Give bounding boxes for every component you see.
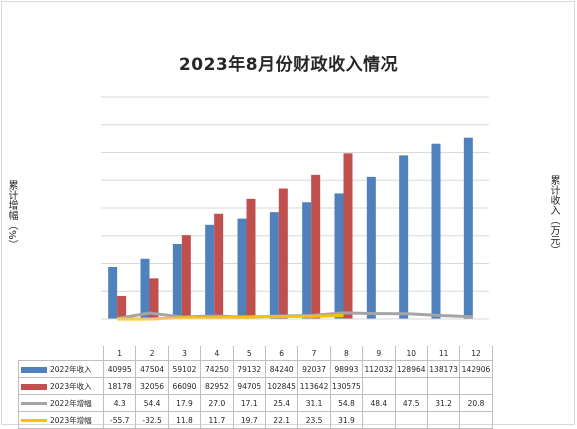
data-cell: 22.1 (264, 411, 299, 429)
data-cell (426, 377, 461, 395)
data-cell: -55.7 (102, 411, 137, 429)
bar-2023年收入-4 (214, 213, 224, 319)
y-axis-label-right: 累计收入（万元） (548, 175, 559, 255)
category-label: 8 (329, 346, 364, 361)
data-cell: 112032 (362, 360, 396, 378)
data-cell: 130575 (329, 377, 364, 395)
data-cell: 54.8 (329, 394, 364, 412)
data-cell: 23.5 (297, 411, 331, 429)
y-axis-label-left: 累计增幅（%） (6, 180, 17, 250)
data-cell: 31.2 (426, 394, 461, 412)
data-cell: 102845 (264, 377, 299, 395)
data-cell: 48.4 (362, 394, 396, 412)
data-cell: 142906 (459, 360, 493, 378)
category-label: 10 (394, 346, 428, 361)
data-cell (362, 377, 396, 395)
data-cell (362, 411, 396, 429)
data-table-row-2023-growth: 2023年增幅 -55.7 -32.5 11.8 11.7 19.7 22.1 … (18, 411, 493, 429)
category-label: 7 (297, 346, 331, 361)
data-cell: 20.8 (459, 394, 493, 412)
data-cell: 138173 (426, 360, 461, 378)
bar-2022年收入-11 (431, 143, 441, 319)
data-cell: 40995 (102, 360, 137, 378)
category-label: 11 (426, 346, 461, 361)
bar-2022年收入-8 (334, 193, 344, 319)
legend-key-2022-revenue (21, 366, 47, 373)
legend-key-2022-growth (21, 402, 47, 405)
data-cell: 19.7 (232, 411, 266, 429)
bar-2022年收入-2 (140, 258, 150, 319)
category-label: 12 (459, 346, 493, 361)
data-cell (394, 411, 428, 429)
bar-2023年收入-3 (181, 235, 191, 319)
bar-2023年收入-7 (311, 174, 321, 319)
bar-2022年收入-3 (172, 244, 182, 319)
category-label: 5 (232, 346, 266, 361)
data-cell: 11.8 (167, 411, 202, 429)
bar-2022年收入-1 (108, 266, 118, 319)
data-cell: 11.7 (200, 411, 234, 429)
data-cell: 17.1 (232, 394, 266, 412)
data-cell: 94705 (232, 377, 266, 395)
category-label: 4 (200, 346, 234, 361)
data-table-row-2022-revenue: 2022年收入 40995 47504 59102 74250 79132 84… (18, 360, 493, 378)
bar-2022年收入-12 (463, 137, 473, 319)
data-cell: 54.4 (135, 394, 169, 412)
data-table: 1 2 3 4 5 6 7 8 9 10 11 12 2022年收入 40995… (18, 346, 493, 429)
data-cell: 4.3 (102, 394, 137, 412)
data-cell: -32.5 (135, 411, 169, 429)
data-table-row-2023-revenue: 2023年收入 18178 32056 66090 82952 94705 10… (18, 377, 493, 395)
data-cell: 18178 (102, 377, 137, 395)
bar-2023年收入-6 (278, 188, 288, 319)
data-cell: 82952 (200, 377, 234, 395)
data-cell: 84240 (264, 360, 299, 378)
series-label: 2023年增幅 (50, 415, 92, 425)
data-cell: 31.1 (297, 394, 331, 412)
data-cell (459, 411, 493, 429)
data-table-row-2022-growth: 2022年增幅 4.3 54.4 17.9 27.0 17.1 25.4 31.… (18, 394, 493, 412)
data-cell: 92037 (297, 360, 331, 378)
chart-title: 2023年8月份财政收入情况 (178, 55, 399, 75)
data-cell: 79132 (232, 360, 266, 378)
data-cell: 47.5 (394, 394, 428, 412)
series-label: 2022年收入 (50, 364, 92, 374)
category-label: 9 (362, 346, 396, 361)
data-cell: 98993 (329, 360, 364, 378)
bar-2022年收入-4 (205, 224, 215, 319)
data-cell: 66090 (167, 377, 202, 395)
category-label: 1 (102, 346, 137, 361)
bar-2022年收入-7 (302, 202, 312, 319)
series-label: 2023年收入 (50, 381, 92, 391)
bar-2022年收入-5 (237, 218, 247, 319)
data-cell (426, 411, 461, 429)
series-label: 2022年增幅 (50, 398, 92, 408)
data-table-header-row: 1 2 3 4 5 6 7 8 9 10 11 12 (19, 346, 493, 361)
data-cell (394, 377, 428, 395)
data-cell: 113642 (297, 377, 331, 395)
bar-2022年收入-6 (269, 212, 279, 319)
bar-2022年收入-10 (399, 155, 409, 319)
bar-2023年收入-1 (117, 295, 127, 319)
legend-key-2023-revenue (21, 383, 47, 390)
data-cell: 74250 (200, 360, 234, 378)
data-cell: 47504 (135, 360, 169, 378)
legend-key-2023-growth (21, 419, 47, 422)
category-label: 3 (167, 346, 202, 361)
bar-2023年收入-8 (343, 153, 353, 319)
data-cell: 27.0 (200, 394, 234, 412)
data-cell: 17.9 (167, 394, 202, 412)
data-cell (459, 377, 493, 395)
category-label: 6 (264, 346, 299, 361)
data-cell: 31.9 (329, 411, 364, 429)
data-cell: 25.4 (264, 394, 299, 412)
bar-2022年收入-9 (366, 176, 376, 319)
bar-2023年收入-2 (149, 278, 159, 319)
bar-2023年收入-5 (246, 198, 256, 319)
data-cell: 128964 (394, 360, 428, 378)
data-cell: 32056 (135, 377, 169, 395)
category-label: 2 (135, 346, 169, 361)
data-cell: 59102 (167, 360, 202, 378)
